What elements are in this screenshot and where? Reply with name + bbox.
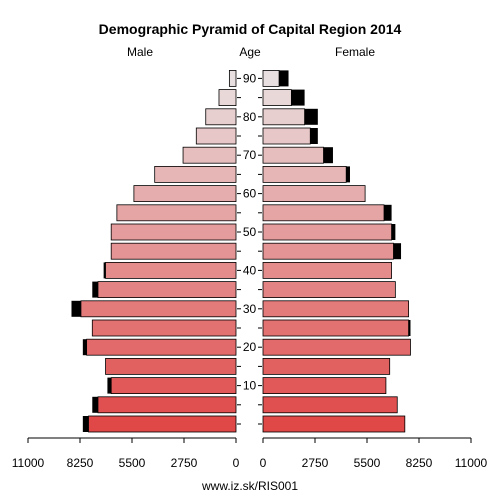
male-surplus-40-44: [103, 262, 106, 279]
age-label: Age: [239, 45, 261, 59]
female-bar-65-69: [262, 165, 347, 183]
female-surplus-45-49: [393, 243, 402, 260]
male-bar-40-44: [105, 261, 237, 279]
male-bar-5-9: [97, 396, 237, 414]
male-bar-85-89: [218, 89, 237, 106]
age-tick-label: 50: [243, 225, 257, 239]
chart-title: Demographic Pyramid of Capital Region 20…: [99, 21, 402, 37]
male-surplus-0-4: [82, 416, 89, 432]
female-surplus-55-59: [384, 204, 392, 221]
female-bar-10-14: [262, 377, 387, 395]
male-surplus-5-9: [92, 396, 98, 413]
female-bar-60-64: [262, 185, 366, 203]
male-bar-70-74: [182, 146, 237, 164]
female-bar-5-9: [262, 396, 398, 414]
female-bar-0-4: [262, 415, 406, 433]
female-bar-25-29: [262, 319, 410, 337]
female-surplus-70-74: [323, 147, 333, 164]
female-bar-70-74: [262, 146, 324, 164]
female-bar-45-49: [262, 242, 394, 260]
age-tick-label: 20: [243, 340, 257, 354]
x-tick-label-right: 0: [260, 456, 267, 470]
female-bar-20-24: [262, 338, 411, 356]
female-bar-40-44: [262, 261, 392, 279]
male-surplus-20-24: [82, 339, 87, 356]
x-axis-male: 11000 8250 5500 2750 0: [12, 437, 240, 470]
age-tick-label: 60: [243, 187, 257, 201]
female-bar-35-39: [262, 281, 396, 299]
age-tick-label: 90: [243, 71, 257, 85]
x-tick-label-right: 5500: [354, 456, 381, 470]
female-bar-50-54: [262, 223, 392, 241]
male-label: Male: [127, 45, 153, 59]
male-bar-20-24: [86, 338, 237, 356]
female-surplus-90+: [279, 70, 289, 87]
male-bar-65-69: [154, 165, 237, 183]
x-tick-label-left: 8250: [67, 456, 94, 470]
female-surplus-50-54: [391, 224, 396, 240]
female-bar-30-34: [262, 300, 410, 318]
female-label: Female: [335, 45, 375, 59]
female-surplus-25-29: [408, 320, 411, 336]
x-tick-label-left: 5500: [119, 456, 146, 470]
x-tick-label-right: 11000: [455, 456, 488, 470]
male-surplus-30-34: [71, 300, 81, 317]
x-tick-label-left: 0: [233, 456, 240, 470]
female-surplus-65-69: [346, 166, 350, 183]
male-bar-50-54: [110, 223, 237, 241]
female-bar-55-59: [262, 204, 385, 222]
male-bars: [71, 70, 237, 433]
x-tick-label-left: 11000: [12, 456, 45, 470]
x-tick-label-left: 2750: [171, 456, 198, 470]
female-bars: [262, 70, 411, 433]
male-bar-35-39: [97, 281, 237, 299]
male-bar-60-64: [133, 185, 237, 203]
male-surplus-35-39: [92, 281, 98, 298]
age-tick-label: 10: [243, 379, 257, 393]
male-bar-90+: [228, 70, 237, 87]
male-bar-10-14: [110, 377, 237, 395]
male-bar-80-84: [205, 108, 237, 126]
male-bar-30-34: [80, 300, 237, 318]
female-surplus-80-84: [304, 108, 318, 125]
female-bar-80-84: [262, 108, 305, 126]
age-tick-label: 30: [243, 302, 257, 316]
female-bar-15-19: [262, 357, 391, 375]
female-bar-85-89: [262, 89, 292, 106]
x-tick-label-right: 2750: [302, 456, 329, 470]
male-bar-75-79: [195, 127, 237, 145]
male-bar-15-19: [105, 357, 237, 375]
male-bar-0-4: [88, 415, 237, 433]
age-axis: 10 20 30 40 50 60 70 80 90: [237, 71, 262, 425]
age-tick-label: 40: [243, 263, 257, 277]
footer-source: www.iz.sk/RIS001: [201, 479, 298, 493]
x-axis-female: 0 2750 5500 8250 11000: [260, 437, 488, 470]
female-bar-75-79: [262, 127, 311, 145]
female-surplus-75-79: [310, 128, 318, 144]
male-bar-55-59: [116, 204, 237, 222]
age-tick-label: 70: [243, 148, 257, 162]
age-tick-label: 80: [243, 110, 257, 124]
female-surplus-85-89: [291, 89, 305, 106]
male-bar-45-49: [110, 242, 237, 260]
male-surplus-10-14: [107, 377, 112, 394]
male-bar-25-29: [91, 319, 237, 337]
x-tick-label-right: 8250: [406, 456, 433, 470]
female-bar-90+: [262, 70, 280, 87]
